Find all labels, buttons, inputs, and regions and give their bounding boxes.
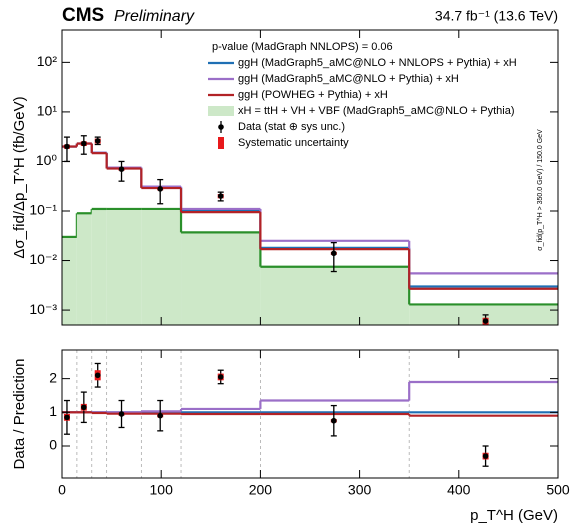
area-bin — [141, 208, 182, 325]
data-point — [482, 318, 489, 324]
area-bin — [91, 208, 107, 325]
legend-label: ggH (POWHEG + Pythia) + xH — [238, 89, 388, 101]
side-annotation: σ_fid(p_T^H > 350.0 GeV) / 150.0 GeV — [537, 129, 544, 251]
data-point — [94, 138, 101, 144]
x-tick-label: 300 — [348, 482, 372, 498]
area-bin — [76, 213, 92, 325]
data-point — [217, 193, 224, 199]
x-tick-label: 200 — [249, 482, 273, 498]
data-point — [331, 417, 337, 424]
data-point — [331, 250, 337, 257]
data-point — [157, 186, 164, 192]
x-tick-label: 0 — [58, 482, 66, 498]
plot-area — [62, 350, 558, 478]
area-bin — [260, 266, 410, 325]
data-point — [64, 414, 70, 421]
y-tick-label: 10² — [37, 53, 58, 69]
data-point — [94, 372, 101, 379]
x-tick-label: 400 — [447, 482, 471, 498]
area-bin — [62, 236, 77, 325]
y-tick-label: 10⁻³ — [29, 301, 57, 317]
status: Preliminary — [114, 8, 195, 25]
x-tick-label: 100 — [150, 482, 174, 498]
area-bin — [106, 208, 142, 325]
y-tick-label: 1 — [49, 403, 57, 419]
y-axis-label: Δσ_fid/Δp_T^H (fb/GeV) — [11, 96, 28, 258]
data-point — [81, 140, 87, 147]
data-point — [64, 143, 70, 150]
lumi: 34.7 fb⁻¹ (13.6 TeV) — [435, 8, 558, 24]
y-tick-label: 10⁻¹ — [29, 202, 57, 218]
legend-label: ggH (MadGraph5_aMC@NLO + NNLOPS + Pythia… — [238, 57, 517, 69]
legend-swatch — [208, 106, 234, 116]
y-tick-label: 2 — [49, 369, 57, 385]
experiment: CMS — [62, 5, 104, 26]
data-point — [118, 166, 125, 172]
data-point — [118, 411, 125, 417]
legend-swatch — [218, 124, 224, 130]
area-bin — [181, 232, 261, 325]
data-point — [157, 412, 164, 419]
data-point — [482, 453, 489, 459]
data-point — [81, 404, 87, 411]
y-axis-label: Data / Prediction — [11, 359, 28, 470]
y-tick-label: 10¹ — [37, 103, 58, 119]
data-point — [217, 374, 224, 380]
x-tick-label: 500 — [546, 482, 570, 498]
x-axis-label: p_T^H (GeV) — [470, 507, 558, 524]
y-tick-label: 10⁻² — [29, 251, 57, 267]
legend-label: Data (stat ⊕ sys unc.) — [238, 121, 345, 133]
legend-label: Systematic uncertainty — [238, 137, 349, 149]
frame — [61, 349, 559, 479]
annotation: p-value (MadGraph NNLOPS) = 0.06 — [212, 41, 393, 53]
plot-area — [62, 135, 558, 325]
frame — [61, 29, 559, 326]
y-tick-label: 10⁰ — [36, 152, 58, 168]
legend-label: xH = ttH + VH + VBF (MadGraph5_aMC@NLO +… — [238, 105, 515, 117]
legend-label: ggH (MadGraph5_aMC@NLO + Pythia) + xH — [238, 73, 459, 85]
legend-swatch — [218, 137, 224, 149]
y-tick-label: 0 — [49, 437, 57, 453]
